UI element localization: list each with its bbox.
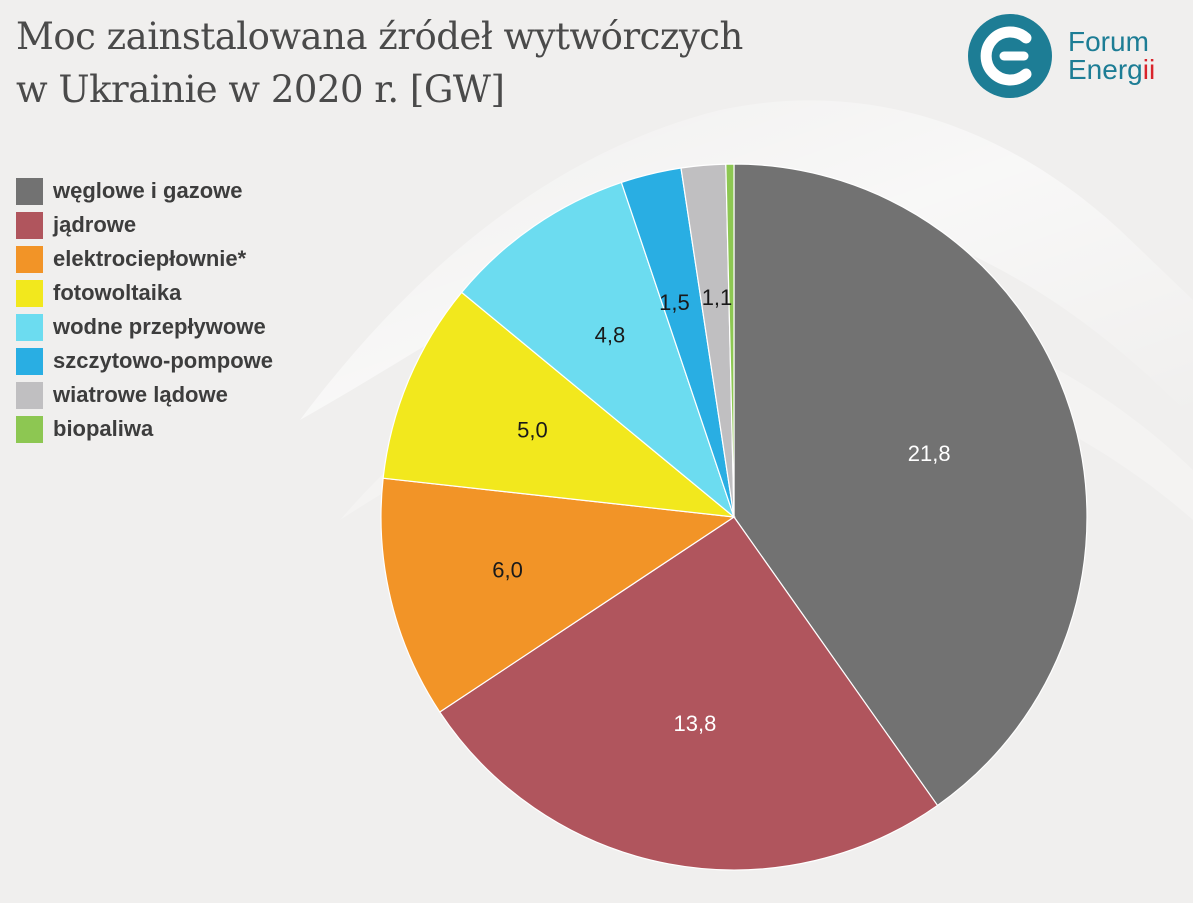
legend-swatch (16, 177, 43, 205)
legend-label: szczytowo-pompowe (53, 348, 274, 373)
legend-label: fotowoltaika (53, 280, 182, 305)
pie-slice (380, 477, 736, 713)
legend-label: elektrociepłownie* (53, 246, 247, 271)
slice-value-label: 4,8 (595, 323, 626, 348)
slice-value-label: 1,5 (659, 290, 690, 315)
legend-swatch (16, 245, 43, 273)
chart-legend: węglowe i gazowe jądrowe elektrociepłownie… (16, 174, 273, 446)
slice-value-label: 13,8 (674, 711, 717, 736)
legend-item: elektrociepłownie* (16, 242, 273, 276)
legend-swatch (16, 415, 43, 443)
pie-slice (733, 163, 1088, 807)
logo-text: Forum Energii (1068, 28, 1155, 84)
legend-item: węglowe i gazowe (16, 174, 273, 208)
pie-slice (438, 516, 939, 871)
legend-label: wiatrowe lądowe (53, 382, 228, 407)
forum-energii-logo-icon (968, 14, 1052, 98)
slice-value-label: 1,1 (702, 285, 733, 310)
chart-title: Moc zainstalowana źródeł wytwórczych w U… (16, 10, 743, 116)
legend-item: wiatrowe lądowe (16, 378, 273, 412)
slice-value-label: 6,0 (492, 558, 523, 583)
legend-item: jądrowe (16, 208, 273, 242)
slice-value-label: 21,8 (908, 441, 951, 466)
pie-slice (460, 181, 736, 519)
legend-swatch (16, 381, 43, 409)
legend-item: wodne przepływowe (16, 310, 273, 344)
slice-value-label: 5,0 (517, 418, 548, 443)
forum-energii-logo: Forum Energii (968, 14, 1178, 100)
legend-item: fotowoltaika (16, 276, 273, 310)
legend-swatch (16, 313, 43, 341)
chart-title-line-2: w Ukrainie w 2020 r. [GW] (16, 68, 505, 111)
legend-swatch (16, 279, 43, 307)
legend-item: szczytowo-pompowe (16, 344, 273, 378)
logo-text-line-1: Forum (1068, 26, 1149, 57)
legend-label: biopaliwa (53, 416, 154, 441)
pie-slice (382, 291, 736, 518)
legend-item: biopaliwa (16, 412, 273, 446)
legend-swatch (16, 211, 43, 239)
logo-text-line-2: Energii (1068, 56, 1155, 84)
pie-slice (725, 163, 735, 518)
legend-label: wodne przepływowe (53, 314, 266, 339)
logo-text-line-2-main: Energ (1068, 54, 1143, 85)
legend-label: jądrowe (53, 212, 137, 237)
logo-text-line-2-accent: ii (1142, 54, 1156, 85)
legend-swatch (16, 347, 43, 375)
chart-title-line-1: Moc zainstalowana źródeł wytwórczych (16, 15, 743, 58)
legend-label: węglowe i gazowe (53, 178, 243, 203)
